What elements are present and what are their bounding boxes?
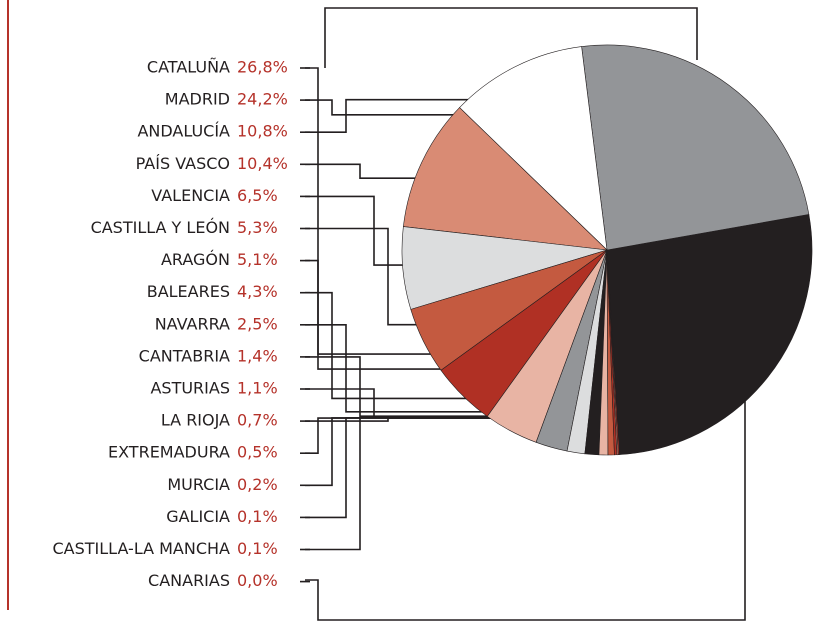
region-label: ARAGÓN (161, 250, 230, 269)
pie-slice (403, 107, 608, 251)
value-label: 2,5% (237, 314, 278, 333)
leader-line (305, 417, 617, 551)
region-label: CANTABRIA (139, 346, 230, 365)
pie-slice (606, 214, 813, 455)
value-label: 0,7% (237, 411, 278, 430)
region-label: ANDALUCÍA (137, 122, 230, 141)
region-label: CANARIAS (148, 571, 230, 590)
pie-slice (606, 249, 620, 455)
value-label: 0,1% (237, 507, 278, 526)
value-label: 0,0% (237, 571, 278, 590)
value-label: 5,3% (237, 218, 278, 237)
pie-slice (581, 44, 810, 251)
value-label: 1,4% (237, 346, 278, 365)
region-label: BALEARES (147, 282, 230, 301)
region-label: CASTILLA Y LEÓN (91, 218, 230, 237)
value-label: 5,1% (237, 250, 278, 269)
value-label: 10,4% (237, 154, 288, 173)
region-label: GALICIA (166, 507, 230, 526)
frame-line (324, 7, 698, 68)
leader-line (305, 356, 582, 417)
value-label: 24,2% (237, 90, 288, 109)
leader-line (305, 163, 455, 180)
region-label: VALENCIA (151, 186, 230, 205)
region-label: NAVARRA (155, 314, 230, 333)
leader-line (305, 98, 532, 133)
value-label: 6,5% (237, 186, 278, 205)
value-label: 1,1% (237, 379, 278, 398)
frame-line (305, 400, 746, 621)
leader-line (305, 323, 562, 413)
region-label: MADRID (165, 90, 230, 109)
value-label: 26,8% (237, 58, 288, 77)
region-label: LA RIOJA (161, 411, 230, 430)
region-label: CATALUÑA (147, 58, 230, 77)
value-label: 0,1% (237, 539, 278, 558)
region-label: CASTILLA-LA MANCHA (52, 539, 230, 558)
value-label: 10,8% (237, 122, 288, 141)
region-label: MURCIA (167, 475, 230, 494)
leader-line (305, 291, 529, 400)
pie-slice (459, 46, 608, 251)
value-label: 0,5% (237, 443, 278, 462)
leader-line (305, 259, 489, 370)
leader-lines (300, 7, 746, 621)
region-label: EXTREMADURA (108, 443, 230, 462)
region-label: PAÍS VASCO (136, 154, 230, 173)
value-label: 0,2% (237, 475, 278, 494)
region-label: ASTURIAS (150, 379, 230, 398)
pie (401, 44, 813, 456)
value-label: 4,3% (237, 282, 278, 301)
